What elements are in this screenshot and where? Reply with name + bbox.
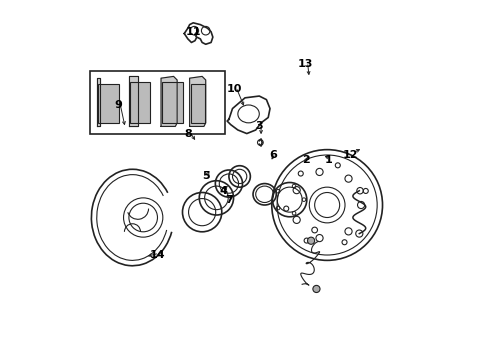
Circle shape [313, 285, 320, 293]
Text: 11: 11 [185, 27, 201, 37]
Text: 12: 12 [343, 150, 358, 160]
Polygon shape [161, 76, 177, 126]
Bar [191, 84, 205, 123]
Text: 14: 14 [149, 250, 165, 260]
Text: 13: 13 [298, 59, 314, 69]
Text: 5: 5 [202, 171, 210, 181]
Text: 1: 1 [325, 156, 333, 165]
Text: 10: 10 [226, 84, 242, 94]
Circle shape [356, 230, 363, 237]
Text: 9: 9 [114, 100, 122, 110]
Text: 2: 2 [302, 156, 310, 165]
Bar [162, 82, 183, 123]
Text: 4: 4 [220, 186, 227, 196]
Circle shape [308, 237, 315, 244]
Bar [90, 71, 225, 134]
Bar [130, 82, 149, 123]
Polygon shape [97, 78, 100, 126]
Bar [98, 84, 119, 123]
Polygon shape [129, 76, 138, 126]
Text: 8: 8 [184, 129, 192, 139]
Polygon shape [190, 76, 206, 126]
Text: 3: 3 [255, 121, 263, 131]
Text: 7: 7 [225, 195, 233, 204]
Text: 6: 6 [270, 150, 277, 160]
